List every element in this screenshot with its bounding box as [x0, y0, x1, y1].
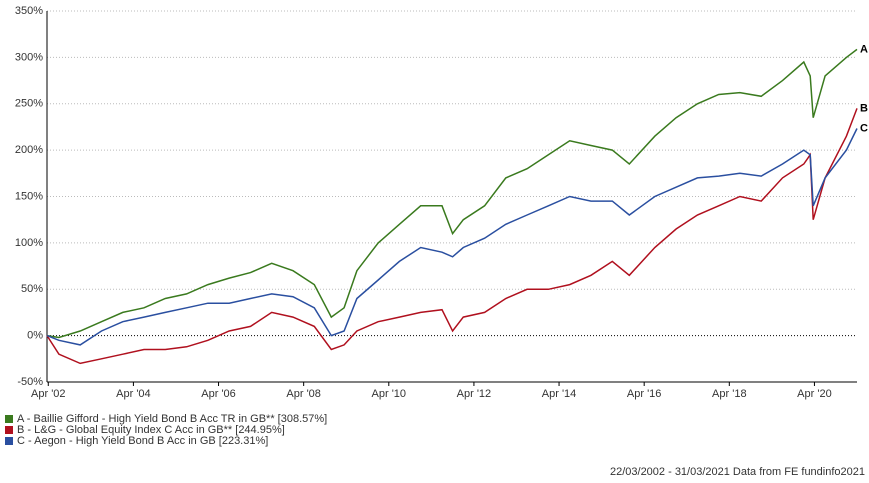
x-tick-label: Apr '08: [286, 388, 321, 400]
x-tick-label: Apr '16: [627, 388, 662, 400]
legend-label: C - Aegon - High Yield Bond B Acc in GB …: [17, 435, 268, 447]
y-tick-label: 100%: [15, 237, 43, 249]
y-tick-label: 200%: [15, 144, 43, 156]
y-tick-label: 0%: [27, 330, 43, 342]
x-tick-label: Apr '02: [31, 388, 66, 400]
x-tick-label: Apr '06: [201, 388, 236, 400]
y-tick-label: 250%: [15, 98, 43, 110]
legend-label: A - Baillie Gifford - High Yield Bond B …: [17, 413, 327, 425]
series-line: [46, 48, 858, 339]
footer: 22/03/2002 - 31/03/2021 Data from FE fun…: [610, 466, 865, 478]
x-tick-label: Apr '12: [457, 388, 492, 400]
x-tick-label: Apr '10: [372, 388, 407, 400]
y-tick-label: 50%: [21, 283, 43, 295]
legend-swatch: [5, 437, 13, 445]
legend-swatch: [5, 415, 13, 423]
y-tick-label: 350%: [15, 5, 43, 17]
legend-label: B - L&G - Global Equity Index C Acc in G…: [17, 424, 285, 436]
end-label: A: [860, 43, 868, 55]
legend-swatch: [5, 426, 13, 434]
x-tick-label: Apr '18: [712, 388, 747, 400]
x-tick-label: Apr '14: [542, 388, 577, 400]
y-tick-label: -50%: [17, 376, 43, 388]
y-tick-label: 150%: [15, 190, 43, 202]
series-line: [46, 128, 858, 346]
x-tick-label: Apr '04: [116, 388, 151, 400]
series-line: [46, 108, 858, 365]
y-tick-label: 300%: [15, 51, 43, 63]
end-label: C: [860, 122, 868, 134]
x-tick-label: Apr '20: [797, 388, 832, 400]
end-label: B: [860, 102, 868, 114]
